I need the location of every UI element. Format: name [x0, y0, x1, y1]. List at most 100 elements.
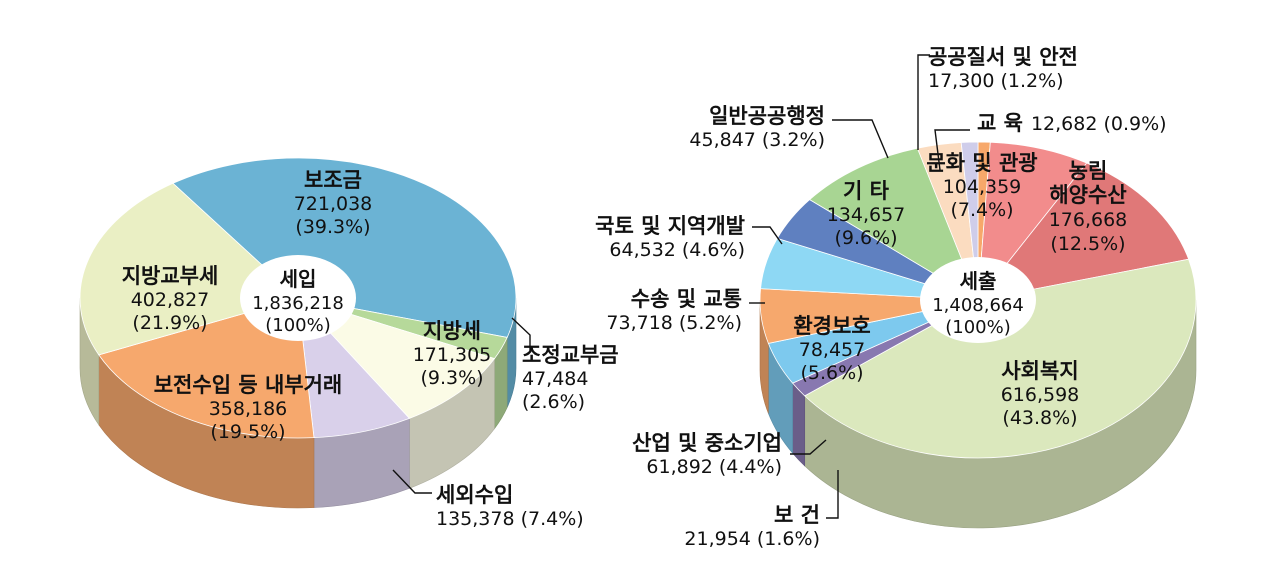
leader-line — [392, 469, 432, 494]
slice-value: 17,300 — [928, 70, 994, 92]
slice-value: 171,305 — [413, 344, 492, 366]
slice-pct: (43.8%) — [1002, 407, 1077, 429]
slice-name: 문화 및 관광 — [926, 151, 1037, 175]
slice-pct: (4.6%) — [682, 239, 745, 261]
slice-value-line: 64,532 (4.6%) — [609, 239, 745, 261]
slice-name: 공공질서 및 안전 — [928, 45, 1078, 69]
slice-pct: (7.4%) — [521, 508, 584, 530]
pie-side — [79, 297, 517, 509]
pie-slice — [808, 147, 979, 301]
slice-pct: (9.3%) — [420, 367, 483, 389]
slice-name: 보전수입 등 내부거래 — [154, 373, 343, 397]
pie-slice — [172, 157, 517, 338]
slice-value: 12,682 — [1031, 113, 1097, 135]
slice-value: 104,359 — [943, 176, 1022, 198]
leader-line — [511, 317, 531, 352]
pie-slice — [977, 141, 1088, 302]
slice-name: 사회복지 — [1001, 359, 1078, 383]
slice-pct: (5.2%) — [679, 312, 742, 334]
slice-name: 보조금 — [304, 168, 362, 192]
slice-pct: (1.2%) — [1000, 70, 1063, 92]
slice-name: 지방교부세 — [122, 264, 219, 288]
slice-value-line: 21,954 (1.6%) — [684, 528, 820, 550]
slice-value: 176,668 — [1049, 209, 1128, 231]
slice-pct: (39.3%) — [295, 216, 370, 238]
slice-name: 세외수입 — [436, 483, 513, 507]
slice-name: 조정교부금 — [522, 343, 619, 367]
pie-slice — [296, 297, 496, 419]
slice-value: 64,532 — [609, 239, 675, 261]
pie-center-title: 세입 — [280, 267, 317, 291]
pie-slice — [804, 258, 1197, 459]
slice-pct: (19.5%) — [210, 421, 285, 443]
slice-label: 보 건 21,954 (1.6%) — [684, 470, 839, 550]
slice-value-line: 135,378 (7.4%) — [436, 508, 584, 530]
leader-line — [917, 54, 930, 150]
leader-line — [752, 226, 783, 245]
leader-line — [832, 119, 889, 159]
slice-pct: (0.9%) — [1103, 113, 1166, 135]
slice-value: 358,186 — [209, 398, 288, 420]
slice-label: 교 육 12,682 (0.9%) — [934, 111, 1167, 171]
pie-center-value: 1,836,218 — [252, 293, 344, 314]
slice-value: 616,598 — [1001, 384, 1080, 406]
pie-center-hole — [920, 257, 1036, 343]
slice-pct: (7.4%) — [950, 199, 1013, 221]
slice-value: 61,892 — [646, 456, 712, 478]
slice-name: 일반공공행정 — [709, 104, 825, 128]
slice-value-line: 17,300 (1.2%) — [928, 70, 1064, 92]
slice-pct: (1.6%) — [757, 528, 820, 550]
slice-value: 402,827 — [131, 289, 210, 311]
leader-line — [826, 470, 839, 519]
slice-name: 산업 및 중소기업 — [632, 431, 782, 455]
pie-center-pct: (100%) — [945, 317, 1011, 338]
slice-name: 농림 해양수산 — [1049, 159, 1126, 207]
slice-pct: (21.9%) — [132, 312, 207, 334]
slice-pct: (12.5%) — [1050, 233, 1125, 255]
slice-value: 134,657 — [827, 204, 906, 226]
slice-name: 환경보호 — [793, 314, 870, 338]
slice-value-line: 45,847 (3.2%) — [689, 129, 825, 151]
slice-value: 135,378 — [436, 508, 515, 530]
leader-line — [934, 129, 970, 171]
pie-center-value: 1,408,664 — [932, 295, 1024, 316]
leader-line — [790, 439, 827, 455]
pie-chart-1: 세입1,836,218(100%)보조금721,038(39.3%)조정교부금4… — [79, 157, 619, 530]
slice-value: 47,484 — [522, 368, 588, 390]
slice-name: 교 육 — [977, 111, 1023, 135]
slice-name: 기 타 — [843, 179, 890, 203]
slice-value-line: 73,718 (5.2%) — [606, 312, 742, 334]
slice-name: 수송 및 교통 — [631, 287, 742, 311]
slice-value: 45,847 — [689, 129, 755, 151]
slice-value: 73,718 — [606, 312, 672, 334]
slice-name: 지방세 — [423, 319, 481, 343]
slice-label-text: 교 육 12,682 (0.9%) — [977, 111, 1167, 135]
slice-name: 국토 및 지역개발 — [595, 214, 745, 238]
pie-center-title: 세출 — [960, 269, 997, 293]
pie-slice — [98, 297, 315, 439]
slice-pct: (2.6%) — [522, 391, 585, 413]
pie-slice — [977, 162, 1190, 301]
slice-value: 721,038 — [294, 193, 373, 215]
slice-pct: (3.2%) — [762, 129, 825, 151]
slice-pct: (5.6%) — [800, 362, 863, 384]
slice-value: 78,457 — [799, 339, 865, 361]
slice-pct: (9.6%) — [834, 227, 897, 249]
pie-center-pct: (100%) — [265, 315, 331, 336]
pie-center-hole — [240, 255, 356, 341]
